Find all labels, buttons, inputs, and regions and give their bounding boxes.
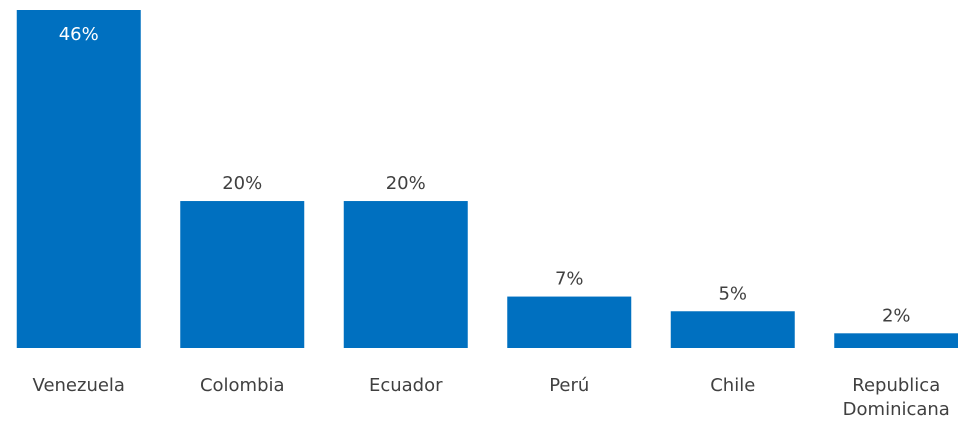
data-label: 7% xyxy=(555,269,584,290)
data-label: 20% xyxy=(222,173,262,194)
x-tick-label: Chile xyxy=(710,375,756,396)
bar xyxy=(670,311,795,348)
x-tick-label: Perú xyxy=(549,375,590,396)
x-tick-label: Venezuela xyxy=(32,375,125,396)
x-tick-label: Colombia xyxy=(199,375,285,396)
data-label: 46% xyxy=(59,24,99,45)
bar xyxy=(343,201,468,348)
bar xyxy=(507,296,632,348)
bar xyxy=(180,201,305,348)
x-tick-label: Republica Dominicana xyxy=(842,375,950,420)
x-tick-label: Ecuador xyxy=(368,375,443,396)
bar xyxy=(834,333,958,348)
data-label: 20% xyxy=(386,173,426,194)
data-label: 2% xyxy=(882,305,911,326)
bar xyxy=(16,10,141,348)
data-label: 5% xyxy=(718,283,747,304)
